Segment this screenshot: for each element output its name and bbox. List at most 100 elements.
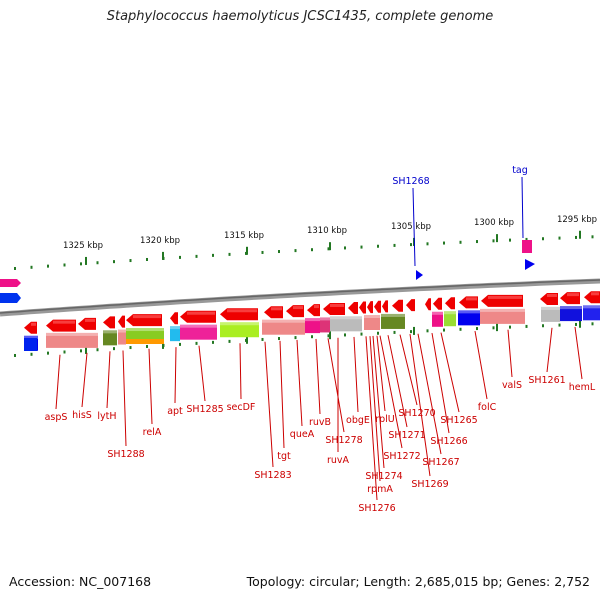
cog-bar — [560, 306, 582, 322]
label-leader — [417, 333, 442, 455]
label-leader — [379, 335, 403, 449]
scale-dot — [591, 235, 594, 239]
scale-dot — [426, 329, 429, 333]
label-leader-forward — [412, 187, 416, 267]
cog-bar — [24, 338, 37, 351]
scale-major-tick — [162, 251, 164, 260]
scale-dot — [113, 347, 115, 351]
cog-bar — [432, 311, 443, 327]
scale-dot — [525, 324, 528, 328]
scale-major-tick — [85, 345, 87, 354]
scale-dot — [278, 337, 280, 341]
gene-highlight — [31, 322, 36, 326]
gene-label-SH1261: SH1261 — [528, 375, 565, 386]
gene-label-rplU: rplU — [375, 414, 395, 425]
gene-label-SH1288: SH1288 — [107, 449, 144, 460]
gene-highlight — [314, 305, 319, 309]
scale-dot — [360, 332, 363, 336]
gene-arrow — [348, 301, 358, 314]
genome-summary: Topology: circular; Length: 2,685,015 bp… — [246, 574, 590, 589]
cog-bar — [103, 330, 117, 346]
scale-dot — [476, 240, 478, 244]
label-leader — [474, 331, 488, 400]
cog-bar-shine — [364, 314, 380, 318]
scale-dot — [212, 340, 214, 344]
scale-dot — [575, 235, 577, 239]
scale-dot — [443, 241, 445, 245]
scale-ticks: 1325 kbp 1320 kbp 1315 kbp 1310 kbp 1305 kbp… — [14, 215, 597, 357]
scale-dot — [509, 238, 511, 242]
scale-dot — [228, 252, 231, 256]
scale-dot — [410, 243, 412, 247]
gene-arrow — [425, 298, 431, 311]
scale-dot — [393, 330, 396, 334]
cog-bar-shine — [320, 317, 330, 321]
cog-bar-shine — [444, 311, 456, 315]
scale-dot — [63, 350, 66, 354]
scale-label: 1320 kbp — [140, 236, 180, 246]
cog-bar-shine — [560, 306, 582, 310]
gene-highlight — [567, 293, 579, 297]
scale-dot — [591, 322, 594, 326]
gene-label-SH1272: SH1272 — [383, 451, 420, 462]
accession-text: Accession: NC_007168 — [9, 574, 152, 589]
scale-dot — [195, 341, 198, 345]
label-leader — [315, 338, 321, 415]
backbone-line — [0, 278, 600, 317]
gene-box-forward — [522, 240, 532, 253]
gene-arrow — [445, 297, 455, 310]
scale-dot — [393, 243, 396, 247]
gene-label-SH1278: SH1278 — [325, 435, 362, 446]
scale-dot — [195, 254, 198, 258]
scale-dot — [377, 331, 379, 335]
cog-bar — [583, 305, 600, 321]
scale-dot — [96, 348, 99, 352]
cog-bar-shine — [46, 332, 98, 336]
gene-highlight — [227, 309, 257, 313]
scale-major-tick — [496, 234, 498, 243]
label-leader — [387, 335, 408, 428]
label-leader — [198, 345, 206, 402]
cog-bar-shine — [583, 305, 600, 309]
cog-bar — [458, 310, 480, 326]
scale-dot — [30, 265, 33, 269]
label-leader — [106, 351, 111, 409]
scale-dot — [80, 262, 82, 266]
scale-dot — [476, 327, 478, 331]
gene-label-SH1270: SH1270 — [398, 408, 435, 419]
scale-dot — [443, 328, 445, 332]
cog-bar-shine — [220, 322, 259, 326]
label-leader — [546, 327, 553, 373]
gene-arrow — [118, 315, 125, 328]
gene-label-queA: queA — [290, 429, 315, 440]
scale-dot — [492, 326, 495, 330]
cog-bar-shine — [458, 310, 480, 314]
scale-dot — [459, 240, 462, 244]
scale-dot — [47, 351, 49, 355]
cog-bar-shine — [118, 329, 126, 333]
gene-label-tgt: tgt — [277, 451, 291, 462]
map-title: Staphylococcus haemolyticus JCSC1435, co… — [106, 9, 494, 24]
cog-bar — [364, 314, 380, 330]
cog-bar — [170, 326, 180, 342]
gene-label-SH1276: SH1276 — [358, 503, 395, 514]
gene-arrow-forward — [416, 270, 423, 280]
gene-label-rpmA: rpmA — [367, 484, 393, 495]
cog-bar — [126, 339, 164, 344]
cog-bar — [330, 316, 362, 332]
scale-dot — [96, 261, 99, 265]
scale-dot — [294, 336, 297, 340]
label-leader — [148, 348, 153, 425]
gene-highlight — [271, 307, 282, 311]
cog-bar — [320, 317, 330, 333]
gene-highlight — [133, 315, 161, 319]
gene-highlight — [85, 318, 95, 322]
gene-arrow — [170, 312, 178, 325]
scale-dot — [509, 325, 511, 329]
gene-label-SH1265: SH1265 — [440, 415, 477, 426]
scale-major-tick — [162, 340, 164, 349]
gene-label-tag: tag — [512, 165, 528, 176]
cog-bar-shine — [103, 330, 117, 334]
label-leader — [122, 350, 127, 447]
